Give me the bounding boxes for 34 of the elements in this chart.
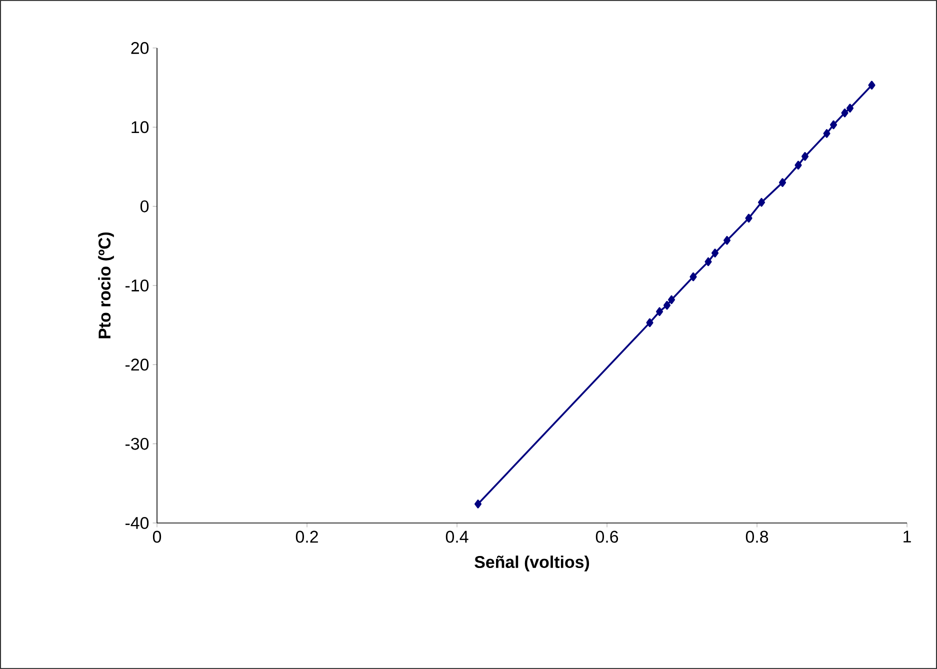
y-tick-label: -20: [126, 358, 149, 371]
x-tick-label: 0.2: [296, 530, 318, 543]
point: [794, 160, 802, 170]
point: [758, 198, 766, 207]
point: [823, 129, 830, 138]
y-axis-title: Pto rocio (ºC): [98, 232, 114, 338]
y-tick-label: -30: [126, 438, 149, 450]
point: [846, 104, 854, 113]
y-tick-label: 0: [140, 200, 149, 212]
x-tick-label: 0: [152, 530, 162, 543]
y-tick-label: -10: [126, 279, 149, 292]
x-tick-label: 0.8: [746, 530, 768, 543]
point: [841, 108, 848, 118]
y-tick-label: 20: [131, 42, 149, 54]
point: [690, 272, 697, 282]
point: [868, 80, 876, 90]
point: [668, 295, 676, 304]
x-tick-label: 0.6: [596, 530, 618, 543]
point: [656, 307, 664, 316]
x-tick-label: 1: [904, 530, 911, 542]
point: [745, 214, 752, 223]
point: [704, 257, 712, 266]
y-tick-label: 10: [132, 121, 149, 134]
x-axis-title: Señal (voltios): [474, 556, 590, 572]
point: [830, 120, 838, 130]
y-tick-label: -40: [126, 516, 149, 529]
point: [646, 318, 654, 328]
point: [778, 178, 786, 187]
point: [801, 152, 809, 161]
point: [723, 236, 731, 245]
point: [474, 500, 482, 508]
point: [711, 248, 719, 258]
point: [663, 300, 671, 310]
x-tick-label: 0.4: [446, 530, 468, 543]
